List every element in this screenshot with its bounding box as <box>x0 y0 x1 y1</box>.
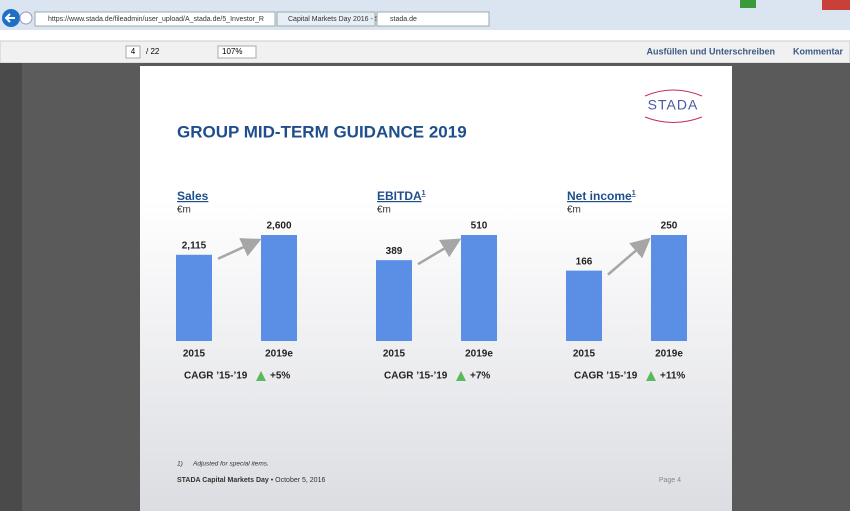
close-button[interactable] <box>822 0 850 10</box>
slide <box>140 66 732 511</box>
chart-title: Sales <box>177 189 209 203</box>
sidebar <box>0 63 22 511</box>
window-icon <box>740 0 756 8</box>
trend-arrow <box>417 238 462 266</box>
zoom-box[interactable] <box>217 45 257 59</box>
value-label: 166 <box>576 256 593 267</box>
chart-unit: €m <box>377 205 391 216</box>
footnote: Adjusted for special items. <box>192 461 269 468</box>
trend-arrow <box>217 238 262 260</box>
up-triangle <box>256 371 266 381</box>
chart-unit: €m <box>177 205 191 216</box>
title-note: 1 <box>632 190 636 197</box>
up-triangle <box>646 371 656 381</box>
cagr-label: CAGR ’15-’19 <box>384 371 448 382</box>
slide-title: GROUP MID-TERM GUIDANCE 2019 <box>177 122 467 141</box>
chart-title-text: EBITDA <box>377 189 422 203</box>
cagr-label: CAGR ’15-’19 <box>574 371 638 382</box>
cagr-value: +7% <box>470 371 490 382</box>
bar <box>176 254 212 341</box>
chart-title-text: Net income <box>567 189 632 203</box>
title-note: 1 <box>422 190 426 197</box>
page-count: / 22 <box>146 47 160 56</box>
address-bar[interactable] <box>34 11 276 27</box>
tab-label: Capital Markets Day 2016 - ST... <box>288 16 389 23</box>
category-label: 2015 <box>573 349 596 360</box>
page-number: 4 <box>131 47 136 56</box>
fill-sign-button[interactable]: Ausfüllen und Unterschreiben <box>646 46 775 56</box>
address: https://www.stada.de/fileadmin/user_uplo… <box>48 16 264 23</box>
footnote-marker: 1) <box>177 461 183 468</box>
logo-arcs <box>644 89 703 123</box>
zoom: 107% <box>222 47 242 56</box>
chart-title-text: Sales <box>177 189 209 203</box>
bar <box>376 260 412 341</box>
trend-arrow <box>607 237 651 276</box>
category-label: 2019e <box>465 349 493 360</box>
category-label: 2019e <box>655 349 683 360</box>
back-icon <box>4 13 15 23</box>
chart-title: Net income1 <box>567 189 636 203</box>
tab[interactable] <box>276 11 376 27</box>
value-label: 389 <box>386 246 403 257</box>
tab-label: stada.de <box>390 16 417 23</box>
page-label: Page 4 <box>659 477 681 484</box>
forward-button[interactable] <box>19 11 33 25</box>
chart-title: EBITDA1 <box>377 189 426 203</box>
value-label: 2,600 <box>266 221 291 232</box>
page-input[interactable] <box>125 45 141 59</box>
bar <box>261 235 297 341</box>
bar <box>566 270 602 341</box>
favorites-bar <box>0 30 850 41</box>
category-label: 2015 <box>183 349 206 360</box>
category-label: 2019e <box>265 349 293 360</box>
cagr-value: +11% <box>660 371 685 382</box>
comment-button[interactable]: Kommentar <box>793 46 844 56</box>
bar <box>651 235 687 341</box>
category-label: 2015 <box>383 349 406 360</box>
tab[interactable] <box>376 11 490 27</box>
value-label: 510 <box>471 221 488 232</box>
up-triangle <box>456 371 466 381</box>
cagr-label: CAGR ’15-’19 <box>184 371 248 382</box>
footer: STADA Capital Markets Day • October 5, 2… <box>177 477 325 484</box>
bar <box>461 235 497 341</box>
value-label: 250 <box>661 221 678 232</box>
logo: STADA <box>648 97 699 113</box>
value-label: 2,115 <box>182 240 207 251</box>
cagr-value: +5% <box>270 371 290 382</box>
chart-unit: €m <box>567 205 581 216</box>
